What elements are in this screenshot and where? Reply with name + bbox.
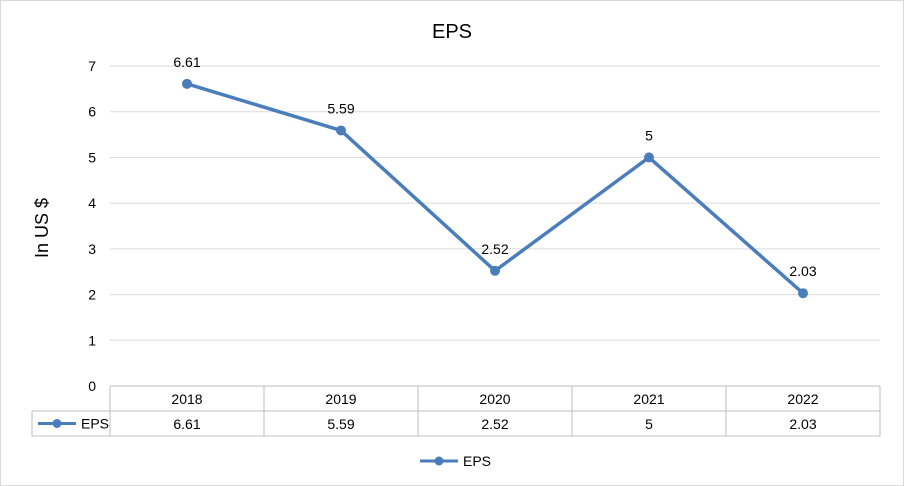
table-value: 2.03 [789, 416, 816, 432]
y-tick-label: 4 [88, 195, 96, 211]
y-tick-label: 3 [88, 241, 96, 257]
eps-data-point [644, 152, 654, 163]
y-axis-label: In US $ [32, 198, 52, 258]
y-tick-label: 6 [88, 104, 96, 120]
y-tick-label: 7 [88, 58, 96, 74]
eps-data-point [490, 265, 500, 276]
table-value: 6.61 [173, 416, 200, 432]
eps-data-point [798, 288, 808, 299]
eps-data-point [336, 125, 346, 136]
y-tick-label: 0 [88, 378, 96, 394]
y-tick-label: 1 [88, 332, 96, 348]
data-label: 5 [645, 127, 653, 143]
data-label: 5.59 [327, 100, 354, 116]
x-tick-label: 2019 [325, 391, 356, 407]
x-tick-label: 2021 [633, 391, 664, 407]
x-tick-label: 2018 [171, 391, 202, 407]
data-label: 6.61 [173, 54, 200, 70]
table-legend-label: EPS [81, 416, 109, 432]
legend-marker [434, 456, 444, 466]
data-label: 2.03 [789, 263, 816, 279]
legend-label: EPS [463, 453, 491, 469]
table-legend-marker [52, 419, 62, 428]
eps-data-point [182, 78, 192, 89]
y-tick-label: 2 [88, 287, 96, 303]
chart-title: EPS [432, 21, 472, 43]
y-tick-label: 5 [88, 149, 96, 165]
table-value: 5.59 [327, 416, 354, 432]
eps-series-line [186, 82, 805, 295]
table-value: 2.52 [481, 416, 508, 432]
table-value: 5 [645, 416, 653, 432]
x-tick-label: 2020 [479, 391, 510, 407]
data-label: 2.52 [481, 241, 508, 257]
x-tick-label: 2022 [787, 391, 818, 407]
